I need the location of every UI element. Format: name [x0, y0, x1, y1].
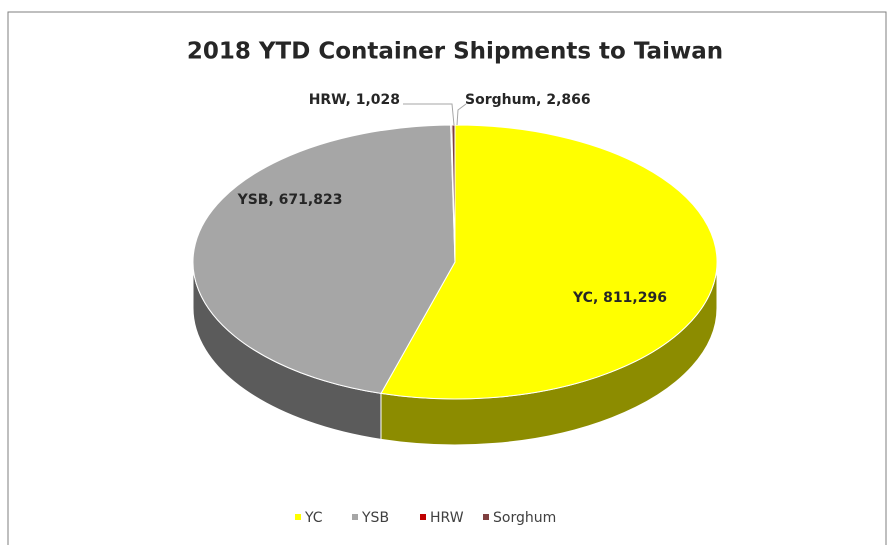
legend-marker: [420, 514, 426, 520]
data-label-value: 1,028: [356, 92, 400, 108]
data-label-category: YC: [572, 290, 593, 306]
legend-label: Sorghum: [493, 510, 556, 526]
legend-label: YC: [304, 510, 323, 526]
data-label-value: 2,866: [546, 92, 590, 108]
data-label-separator: ,: [268, 192, 278, 208]
data-label: Sorghum, 2,866: [465, 92, 591, 108]
data-label-separator: ,: [536, 92, 546, 108]
legend-marker: [483, 514, 489, 520]
chart-title: 2018 YTD Container Shipments to Taiwan: [187, 39, 723, 65]
leader-line: [456, 103, 467, 126]
legend-marker: [352, 514, 358, 520]
data-labels: YC, 811,296 YSB, 671,823 HRW, 1,028 Sorghum…: [237, 92, 667, 306]
pie-slice: [192, 124, 456, 394]
pie: [192, 124, 718, 446]
data-label-value: 811,296: [603, 290, 667, 306]
data-label-separator: ,: [593, 290, 603, 306]
legend-marker: [295, 514, 301, 520]
data-label-value: 671,823: [279, 192, 343, 208]
legend-label: YSB: [361, 510, 389, 526]
pie-slice: [451, 124, 456, 263]
data-label-category: Sorghum: [465, 92, 536, 108]
data-label: HRW, 1,028: [309, 92, 400, 108]
pie-slice: [380, 124, 718, 400]
data-label-category: HRW: [309, 92, 346, 108]
data-label-category: YSB: [237, 192, 269, 208]
data-label-separator: ,: [346, 92, 356, 108]
data-label: YC, 811,296: [572, 290, 667, 306]
legend-label: HRW: [430, 510, 464, 526]
leader-line: [403, 103, 455, 126]
data-label: YSB, 671,823: [237, 192, 343, 208]
